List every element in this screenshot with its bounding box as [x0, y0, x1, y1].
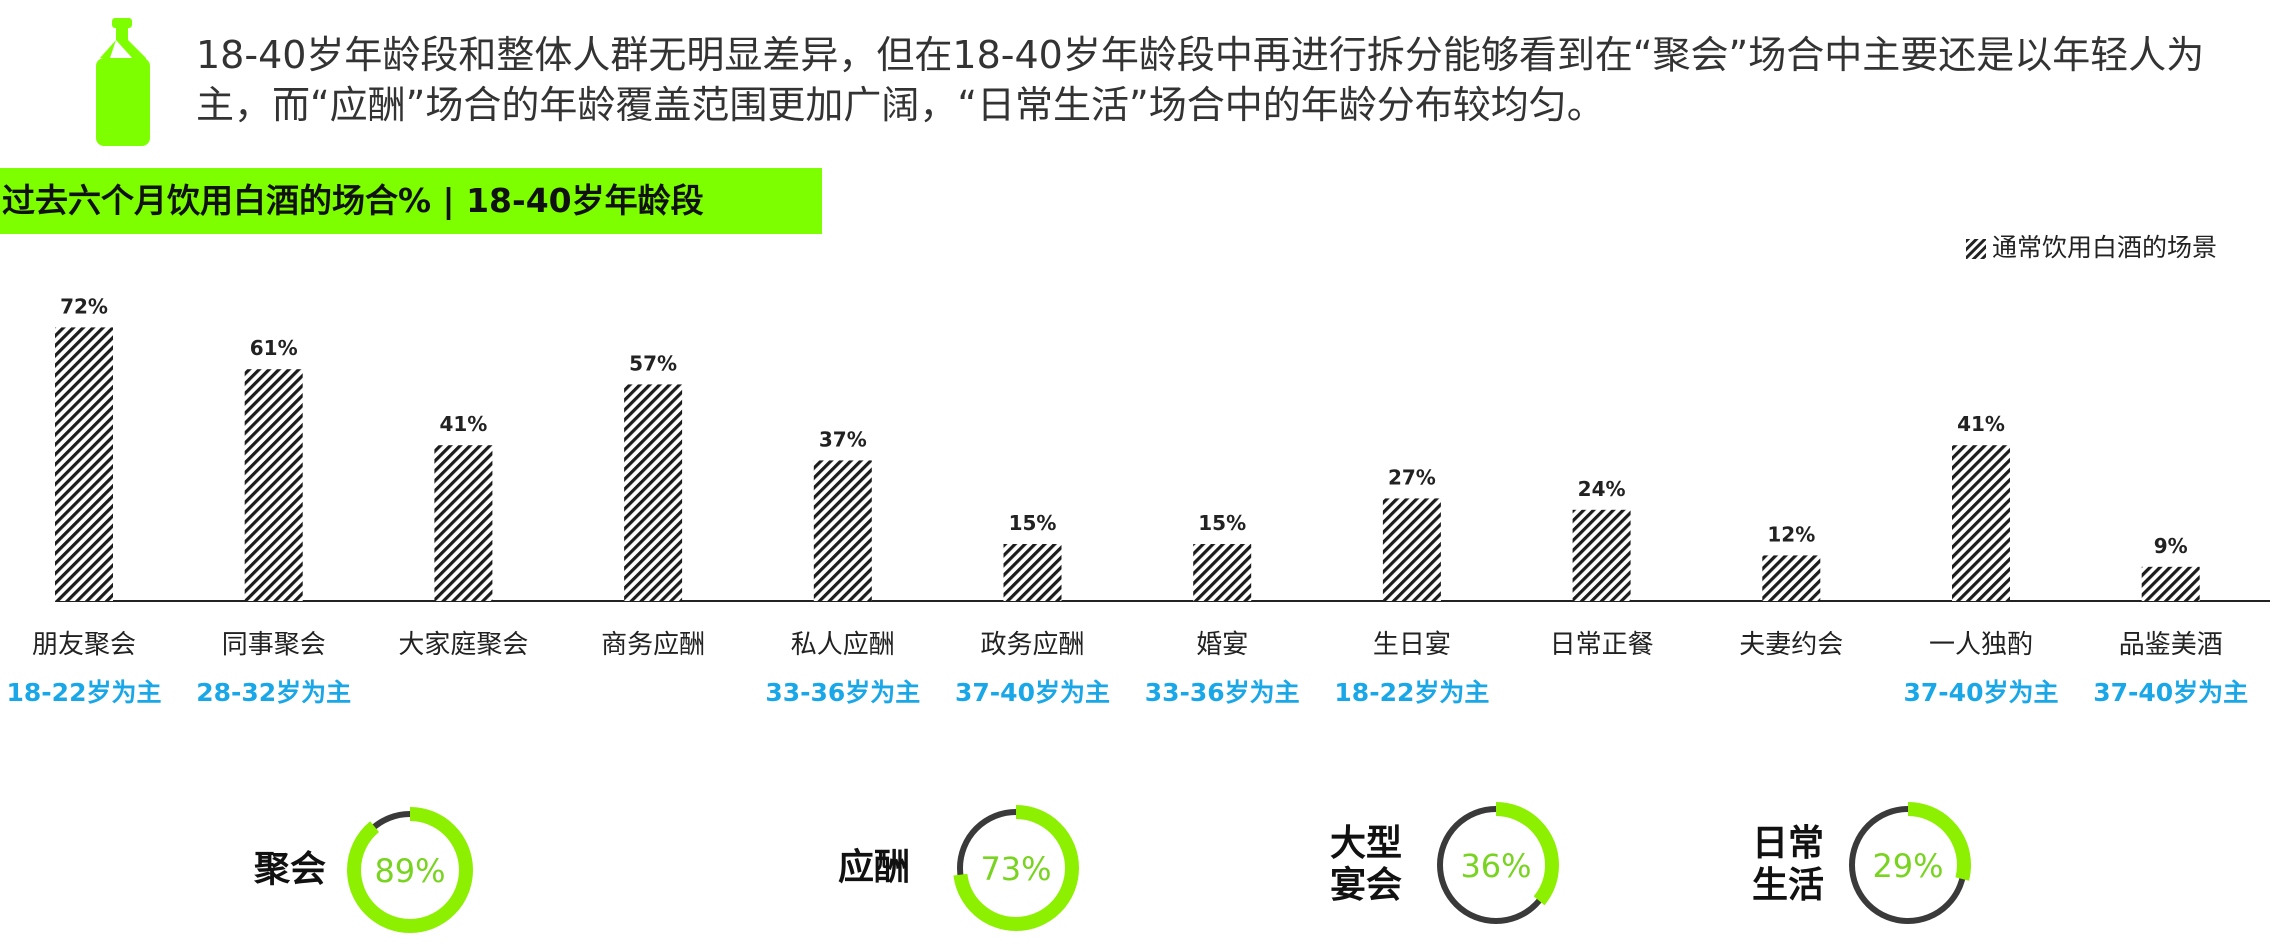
age-note-1: 18-22岁为主 [7, 678, 162, 707]
data-label-6: 15% [1009, 511, 1057, 535]
ring-chart-4: 29% [1845, 802, 1971, 928]
category-label-5: 私人应酬 [791, 630, 895, 660]
ring-value-3: 36% [1460, 847, 1531, 885]
bar-3 [434, 445, 493, 601]
category-label-7: 婚宴 [1196, 630, 1248, 660]
bar-5 [813, 460, 872, 601]
ring-value-1: 89% [374, 852, 445, 890]
category-label-11: 一人独酌 [1929, 630, 2033, 660]
age-note-6: 37-40岁为主 [955, 678, 1110, 707]
bar-9 [1572, 509, 1631, 601]
category-label-3: 大家庭聚会 [398, 630, 528, 660]
category-label-8: 生日宴 [1373, 630, 1451, 660]
bar-11 [1952, 445, 2010, 601]
category-label-2: 同事聚会 [222, 630, 326, 660]
ring-arc-4 [1845, 802, 1971, 928]
bar-chart: 72% 朋友聚会 18-22岁为主 61% 同事聚会 28-32岁为主 41% 大家庭聚会 57… [7, 294, 2270, 707]
category-label-4: 商务应酬 [601, 630, 705, 660]
age-note-11: 37-40岁为主 [1904, 678, 2059, 707]
summary-text: 18-40岁年龄段和整体人群无明显差异，但在18-40岁年龄段中再进行拆分能够看… [196, 33, 2205, 127]
ring-arc-2 [953, 805, 1079, 931]
ring-label-3: 大型 宴会 [1330, 823, 1403, 906]
bar-4 [624, 384, 683, 601]
category-label-9: 日常正餐 [1550, 630, 1654, 660]
bar-1 [55, 327, 113, 601]
category-label-1: 朋友聚会 [32, 630, 136, 660]
age-note-7: 33-36岁为主 [1145, 678, 1300, 707]
ring-chart-3: 36% [1433, 802, 1559, 928]
data-label-3: 41% [439, 412, 487, 436]
legend-label: 通常饮用白酒的场景 [1992, 233, 2218, 262]
ring-label-1: 聚会 [254, 849, 327, 890]
ring-arc-1 [347, 807, 473, 933]
data-label-9: 24% [1578, 477, 1626, 501]
legend: 通常饮用白酒的场景 [1966, 230, 2217, 266]
data-label-4: 57% [629, 351, 677, 375]
ring-chart-1: 89% [347, 807, 473, 933]
age-note-2: 28-32岁为主 [196, 678, 351, 707]
bar-6 [1003, 544, 1062, 601]
ring-label-4: 日常 生活 [1752, 823, 1825, 906]
ring-value-4: 29% [1872, 847, 1943, 885]
age-note-5: 33-36岁为主 [765, 678, 920, 707]
bar-2 [244, 369, 303, 601]
data-label-5: 37% [819, 427, 867, 451]
data-label-11: 41% [1957, 412, 2005, 436]
data-label-8: 27% [1388, 465, 1436, 489]
liquor-bottle-icon [96, 18, 150, 146]
age-note-8: 18-22岁为主 [1334, 678, 1489, 707]
data-label-12: 9% [2154, 534, 2188, 558]
ring-value-2: 73% [980, 850, 1051, 888]
bar-10 [1762, 555, 1821, 601]
data-label-7: 15% [1198, 511, 1246, 535]
bar-7 [1193, 544, 1252, 601]
bar-12 [2141, 566, 2200, 601]
category-label-12: 品鉴美酒 [2119, 630, 2223, 660]
legend-swatch [1966, 239, 1986, 259]
ring-arc-3 [1433, 802, 1559, 928]
category-label-6: 政务应酬 [980, 630, 1084, 660]
data-label-10: 12% [1767, 522, 1815, 546]
ring-label-2: 应酬 [838, 847, 911, 888]
data-label-2: 61% [250, 336, 298, 360]
ring-chart-2: 73% [953, 805, 1079, 931]
bar-8 [1382, 498, 1441, 601]
age-note-12: 37-40岁为主 [2093, 678, 2248, 707]
section-title: 过去六个月饮用白酒的场合% | 18-40岁年龄段 [0, 168, 822, 234]
category-label-10: 夫妻约会 [1739, 630, 1843, 660]
data-label-1: 72% [60, 294, 108, 318]
